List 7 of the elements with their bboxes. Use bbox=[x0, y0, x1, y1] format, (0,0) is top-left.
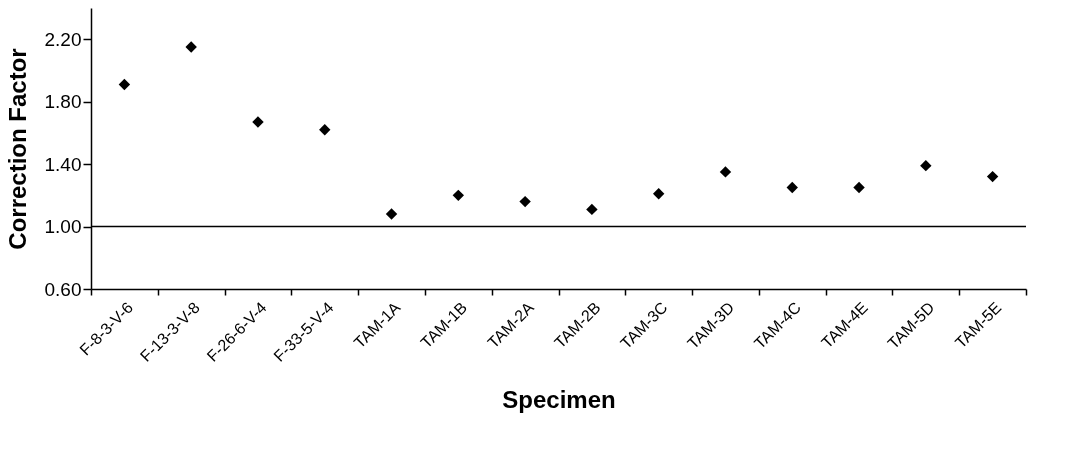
y-tick-label: 1.00 bbox=[44, 216, 82, 238]
x-axis-title: Specimen bbox=[502, 385, 616, 413]
y-axis-title: Correction Factor bbox=[3, 48, 31, 250]
y-tick-label: 1.80 bbox=[44, 91, 82, 113]
y-tick-label: 1.40 bbox=[44, 153, 82, 175]
y-tick-label: 0.60 bbox=[44, 278, 82, 300]
y-tick-label: 2.20 bbox=[44, 28, 82, 50]
